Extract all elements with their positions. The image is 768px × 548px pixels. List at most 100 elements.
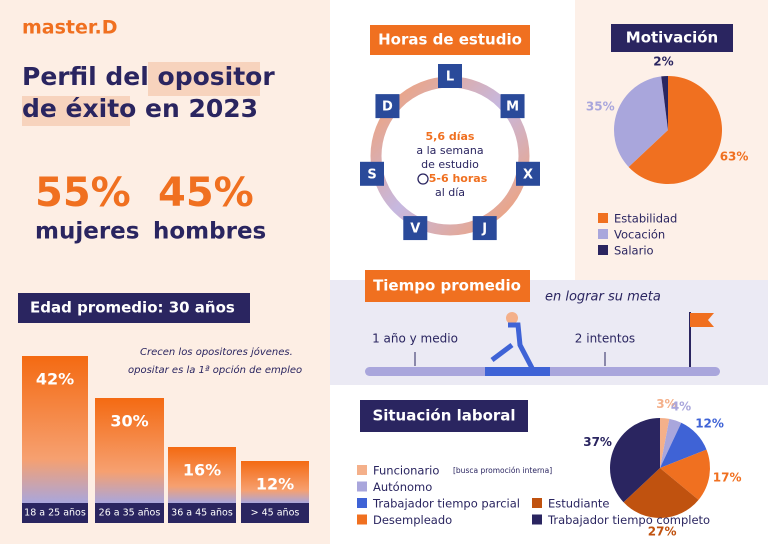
category-label: > 45 años bbox=[251, 508, 300, 519]
value-label: 37% bbox=[583, 435, 612, 449]
legend-swatch bbox=[532, 514, 542, 525]
section-title: Tiempo promedio bbox=[373, 277, 521, 295]
day-label: J bbox=[481, 222, 487, 237]
bar bbox=[168, 447, 236, 503]
bar bbox=[22, 356, 88, 503]
pie-slice bbox=[660, 449, 710, 500]
legend-label: Funcionario bbox=[373, 464, 439, 478]
category-band bbox=[22, 503, 88, 523]
pie-slice bbox=[661, 76, 668, 130]
value-label: 2% bbox=[653, 55, 673, 69]
day-box bbox=[375, 94, 400, 119]
day-box bbox=[515, 161, 540, 186]
category-band bbox=[95, 503, 164, 523]
milestone: 1 año y medio bbox=[372, 332, 458, 346]
runner bbox=[506, 312, 518, 324]
value-label: 12% bbox=[256, 475, 294, 494]
category-label: 36 a 45 años bbox=[171, 508, 233, 519]
day-label: D bbox=[382, 100, 393, 115]
legend-label: Desempleado bbox=[373, 513, 452, 527]
badge bbox=[360, 400, 528, 432]
day-box bbox=[360, 161, 385, 186]
legend-swatch bbox=[357, 465, 367, 475]
day-box bbox=[472, 216, 497, 241]
highlight bbox=[22, 96, 130, 126]
day-label: S bbox=[367, 167, 376, 182]
pie-slice bbox=[623, 468, 699, 518]
day-box bbox=[500, 94, 525, 119]
gender-label: mujeres bbox=[35, 219, 139, 245]
category-label: 18 a 25 años bbox=[24, 508, 86, 519]
day-label: M bbox=[506, 100, 519, 115]
pie-title: Situación laboral bbox=[372, 407, 515, 425]
bar bbox=[241, 461, 309, 503]
day-box bbox=[403, 216, 428, 241]
pie-slice bbox=[660, 418, 682, 468]
pie-slice bbox=[628, 76, 722, 185]
title: de éxito en 2023 bbox=[22, 94, 258, 123]
category-band bbox=[241, 503, 309, 523]
track-progress bbox=[485, 367, 550, 376]
day-label: X bbox=[523, 167, 533, 182]
pie-slice bbox=[614, 76, 668, 167]
highlight bbox=[148, 62, 260, 96]
value-label: 30% bbox=[110, 412, 148, 431]
milestone: 2 intentos bbox=[575, 332, 635, 346]
study-text: 5,6 días bbox=[426, 130, 475, 143]
bar-title: Edad promedio: 30 años bbox=[30, 299, 235, 317]
legend-swatch bbox=[598, 213, 608, 223]
flag bbox=[690, 313, 714, 327]
legend-label: Estabilidad bbox=[614, 212, 677, 226]
badge bbox=[370, 25, 530, 55]
section-title: Horas de estudio bbox=[378, 31, 522, 49]
day-label: V bbox=[410, 222, 420, 237]
gender-label: hombres bbox=[153, 219, 266, 245]
gender-percent: 55% bbox=[35, 170, 131, 216]
annotation: Crecen los opositores jóvenes. bbox=[140, 346, 293, 358]
value-label: 42% bbox=[36, 370, 74, 389]
category-band bbox=[168, 503, 236, 523]
pie-title: Motivación bbox=[626, 29, 718, 47]
value-label: 17% bbox=[713, 471, 742, 485]
legend-swatch bbox=[357, 481, 367, 492]
annotation: opositar es la 1ª opción de empleo bbox=[128, 364, 302, 376]
day-label: L bbox=[446, 70, 454, 85]
legend-swatch bbox=[532, 498, 542, 508]
day-box bbox=[438, 64, 462, 88]
value-label: 3% bbox=[656, 397, 676, 411]
subtitle: en lograr su meta bbox=[545, 290, 661, 305]
legend-label: Salario bbox=[614, 244, 654, 258]
legend-label: Vocación bbox=[614, 228, 665, 242]
badge bbox=[611, 24, 733, 52]
value-label: 63% bbox=[720, 150, 749, 164]
study-text: a la semana bbox=[416, 144, 483, 157]
brand: master.D bbox=[22, 17, 118, 39]
value-label: 27% bbox=[648, 524, 677, 538]
study-text: 5-6 horas bbox=[429, 172, 488, 185]
legend-label: Autónomo bbox=[373, 480, 432, 494]
study-text: de estudio bbox=[421, 158, 479, 171]
legend-label: Estudiante bbox=[548, 497, 609, 511]
legend-swatch bbox=[598, 229, 608, 239]
value-label: 16% bbox=[183, 461, 221, 480]
pie-slice bbox=[660, 418, 670, 468]
legend-label: Trabajador tiempo parcial bbox=[372, 497, 520, 511]
legend-label: Trabajador tiempo completo bbox=[547, 513, 710, 527]
title: Perfil del opositor bbox=[22, 62, 275, 91]
category-label: 26 a 35 años bbox=[99, 508, 161, 519]
legend-swatch bbox=[598, 245, 608, 255]
study-text: al día bbox=[435, 186, 465, 199]
bar bbox=[95, 398, 164, 503]
pie-slice bbox=[610, 417, 660, 503]
value-label: 4% bbox=[671, 400, 691, 414]
pie-slice bbox=[660, 422, 707, 468]
legend-note: [busca promoción interna] bbox=[453, 466, 552, 475]
value-label: 35% bbox=[586, 99, 615, 113]
value-label: 12% bbox=[695, 417, 724, 431]
runner bbox=[490, 322, 535, 370]
clock-icon bbox=[417, 173, 429, 185]
legend-swatch bbox=[357, 514, 367, 525]
badge bbox=[365, 270, 530, 302]
gender-percent: 45% bbox=[158, 170, 254, 216]
badge bbox=[18, 293, 250, 323]
